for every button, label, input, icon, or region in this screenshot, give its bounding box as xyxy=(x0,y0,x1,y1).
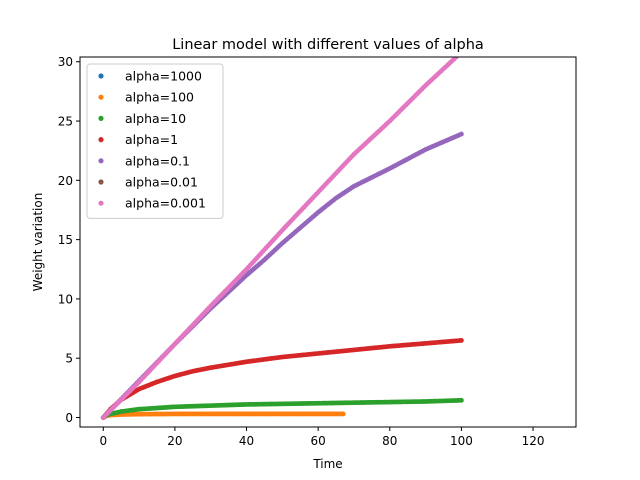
data-point xyxy=(459,397,464,403)
plot-marks xyxy=(100,57,464,420)
series-alpha-10 xyxy=(100,397,464,420)
plot-frame xyxy=(79,56,577,428)
y-tick-label: 10 xyxy=(58,292,73,306)
legend-entry: alpha=10 xyxy=(125,111,186,126)
y-axis-label: Weight variation xyxy=(31,193,45,292)
legend-marker xyxy=(98,137,104,143)
chart-title: Linear model with different values of al… xyxy=(172,37,484,53)
legend-entry: alpha=1000 xyxy=(125,69,202,84)
legend-box xyxy=(86,63,224,219)
legend-entry: alpha=0.001 xyxy=(125,196,206,211)
y-tick-label: 30 xyxy=(58,55,73,69)
data-point xyxy=(340,411,346,417)
legend-marker xyxy=(98,94,104,100)
x-axis-ticks: 0 20 40 60 80 100 120 xyxy=(99,427,544,448)
legend-entry: alpha=0.01 xyxy=(125,175,198,190)
y-tick-label: 15 xyxy=(58,233,73,247)
x-tick-label: 20 xyxy=(167,434,182,448)
data-point xyxy=(459,338,464,343)
legend-entry: alpha=0.1 xyxy=(125,153,190,168)
y-tick-label: 0 xyxy=(65,411,73,425)
x-tick-label: 100 xyxy=(450,434,473,448)
series-alpha-0-1 xyxy=(100,131,464,420)
x-tick-label: 0 xyxy=(99,434,107,448)
legend: alpha=1000 alpha=100 alpha=10 alpha=1 alpha=… xyxy=(86,63,224,219)
y-axis-ticks: 0 5 10 15 20 25 30 xyxy=(58,55,80,425)
legend-marker xyxy=(98,73,104,79)
legend-marker xyxy=(98,158,104,164)
x-tick-label: 60 xyxy=(311,434,326,448)
legend-marker xyxy=(98,115,104,121)
y-tick-label: 20 xyxy=(58,174,73,188)
x-tick-label: 120 xyxy=(522,434,545,448)
legend-entry: alpha=100 xyxy=(125,90,194,105)
data-point xyxy=(459,131,464,137)
series-alpha-1 xyxy=(100,338,464,420)
legend-entry: alpha=1 xyxy=(125,132,178,147)
series-alpha-0-001 xyxy=(100,57,460,420)
legend-marker xyxy=(98,179,104,185)
y-tick-label: 25 xyxy=(58,115,73,129)
x-tick-label: 40 xyxy=(239,434,254,448)
y-tick-label: 5 xyxy=(65,352,73,366)
x-tick-label: 80 xyxy=(382,434,397,448)
legend-marker xyxy=(98,200,104,206)
x-axis-label: Time xyxy=(312,457,342,471)
